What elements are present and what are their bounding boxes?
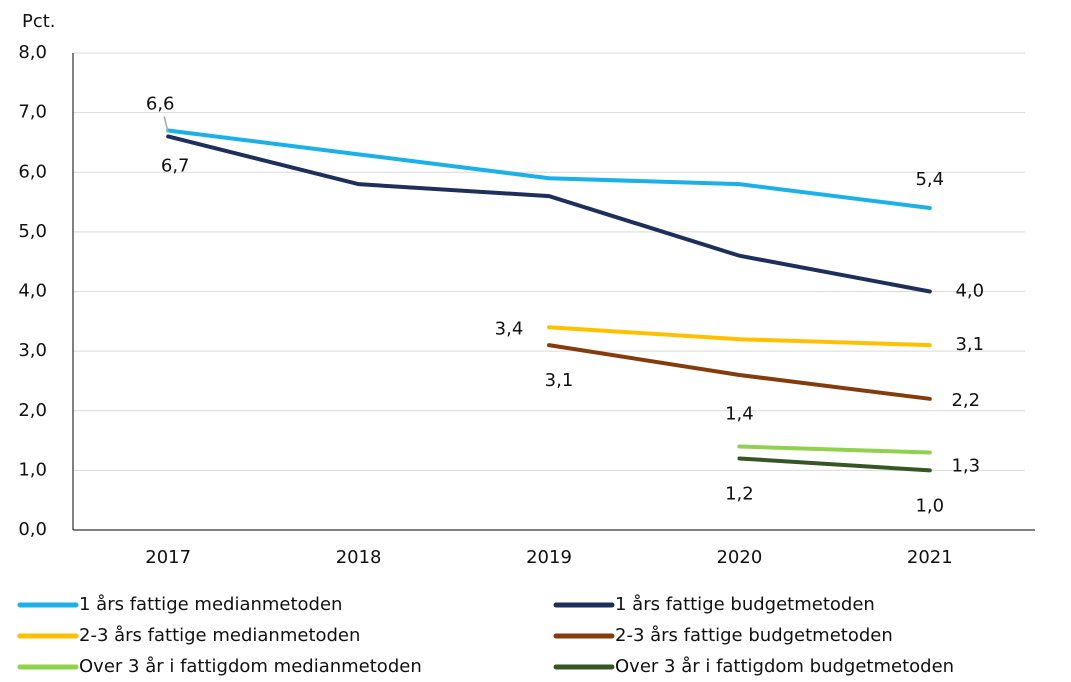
- data-label: 3,1: [545, 370, 574, 391]
- y-tick-label: 8,0: [18, 42, 47, 63]
- y-tick-label: 5,0: [18, 221, 47, 242]
- legend-label: Over 3 år i fattigdom budgetmetoden: [615, 656, 954, 677]
- series-line: [166, 128, 932, 211]
- y-axis-label: Pct.: [22, 11, 56, 32]
- x-tick-label: 2017: [145, 547, 191, 568]
- data-label: 3,1: [955, 334, 984, 355]
- y-tick-label: 4,0: [18, 281, 47, 302]
- legend-label: 1 års fattige budgetmetoden: [615, 594, 875, 615]
- y-tick-label: 1,0: [18, 459, 47, 480]
- data-label: 5,4: [915, 169, 944, 190]
- series-line: [166, 134, 932, 294]
- y-tick-label: 3,0: [18, 340, 47, 361]
- series-line: [737, 456, 932, 473]
- data-label: 6,7: [161, 156, 190, 177]
- data-label: 6,6: [146, 93, 175, 114]
- data-label: 1,2: [725, 483, 754, 504]
- data-label: 4,0: [955, 281, 984, 302]
- series-line: [547, 343, 932, 401]
- y-tick-label: 6,0: [18, 161, 47, 182]
- data-label: 1,3: [951, 455, 980, 476]
- x-tick-label: 2021: [907, 547, 953, 568]
- x-tick-label: 2019: [526, 547, 572, 568]
- x-tick-label: 2020: [716, 547, 762, 568]
- data-label: 1,0: [915, 495, 944, 516]
- y-tick-label: 2,0: [18, 400, 47, 421]
- data-label: 2,2: [951, 390, 980, 411]
- data-label: 1,4: [725, 404, 754, 425]
- legend-label: 1 års fattige medianmetoden: [79, 594, 342, 615]
- data-label: 3,4: [495, 318, 524, 339]
- leader-line: [163, 116, 169, 133]
- series-line: [547, 325, 932, 348]
- series-line: [737, 444, 932, 455]
- y-tick-label: 7,0: [18, 102, 47, 123]
- legend-label: Over 3 år i fattigdom medianmetoden: [79, 656, 422, 677]
- y-tick-label: 0,0: [18, 519, 47, 540]
- legend-label: 2-3 års fattige budgetmetoden: [615, 625, 893, 646]
- legend-label: 2-3 års fattige medianmetoden: [79, 625, 360, 646]
- x-tick-label: 2018: [336, 547, 382, 568]
